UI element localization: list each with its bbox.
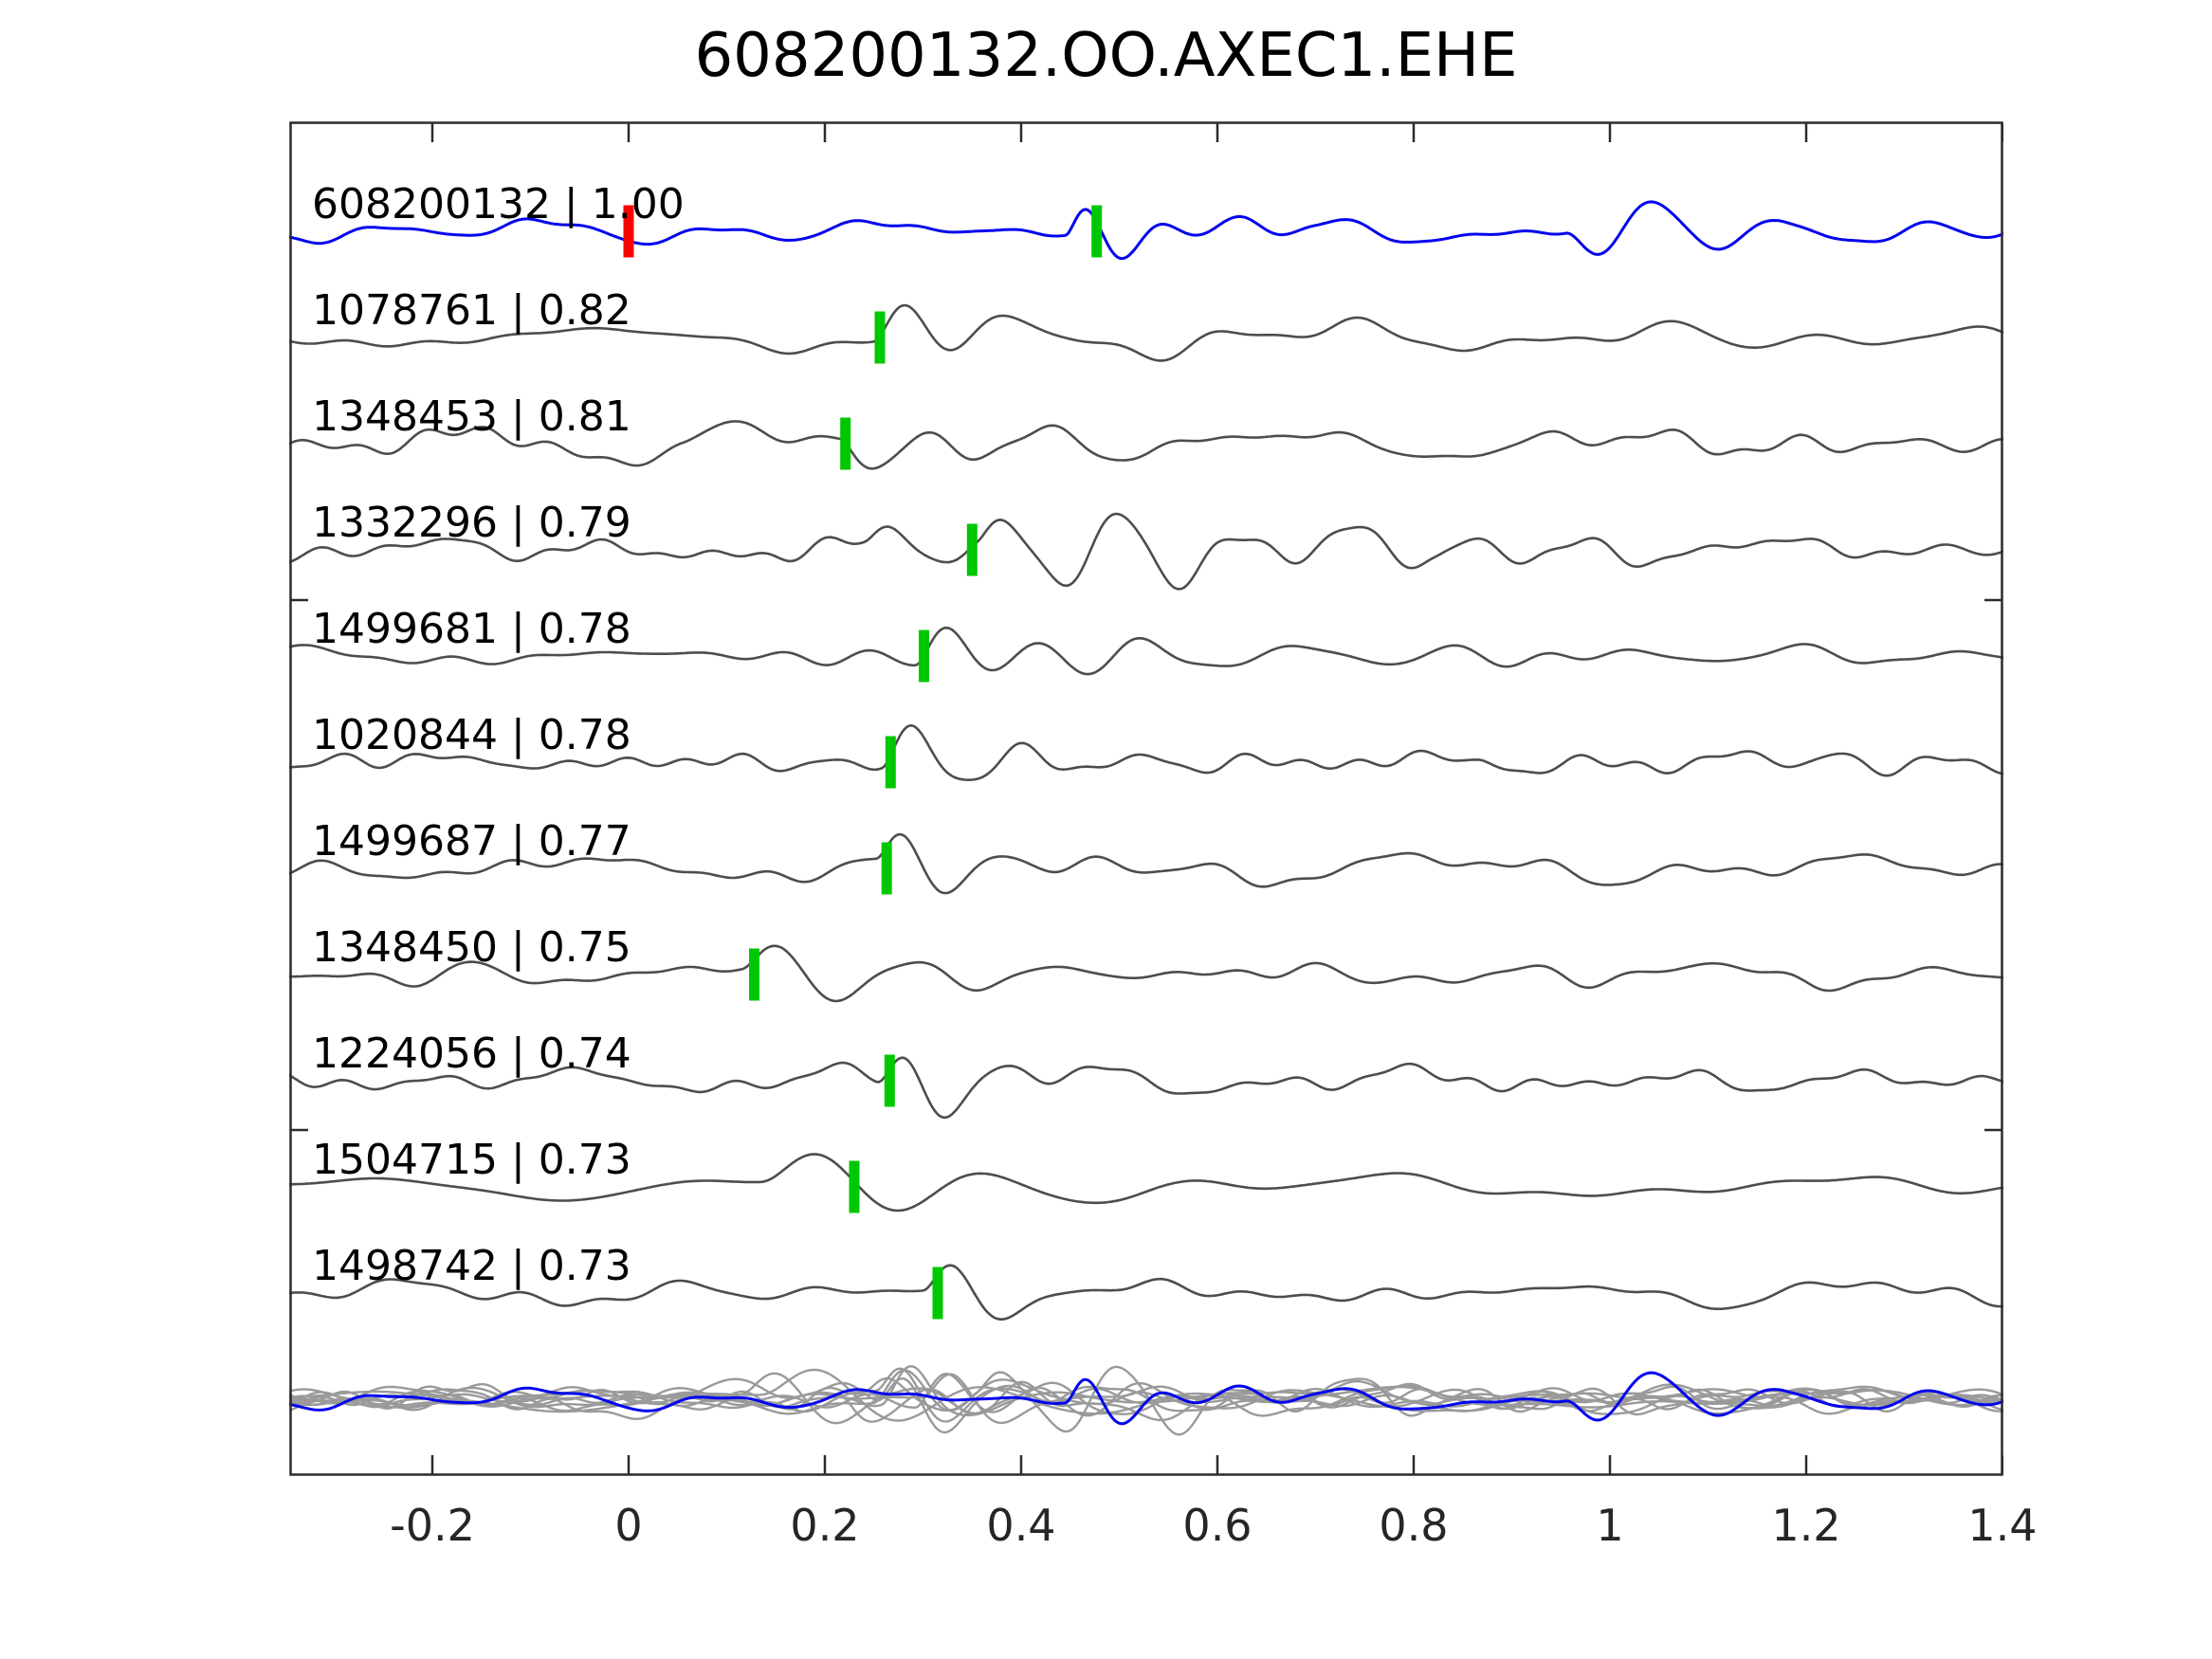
trace-label-1348453: 1348453 | 0.81 [312,392,631,441]
figure-title: 608200132.OO.AXEC1.EHE [694,21,1518,91]
pick-marker-1498742 [932,1267,943,1320]
x-tick-label-2: 0.2 [790,1500,860,1551]
trace-label-1224056: 1224056 | 0.74 [312,1030,631,1078]
pick-marker-1504715 [849,1160,860,1213]
x-tick-label-3: 0.4 [986,1500,1056,1551]
x-tick-label-4: 0.6 [1182,1500,1252,1551]
pick-marker-608200132 [1091,205,1103,258]
trace-label-608200132: 608200132 | 1.00 [312,180,685,228]
trace-label-1498742: 1498742 | 0.73 [312,1242,631,1290]
trace-label-1348450: 1348450 | 0.75 [312,923,631,972]
trace-label-1504715: 1504715 | 0.73 [312,1136,631,1184]
trace-label-1499681: 1499681 | 0.78 [312,605,631,653]
x-tick-label-0: -0.2 [390,1500,475,1551]
x-tick-label-1: 0 [614,1500,643,1551]
pick-marker-1348450 [749,948,759,1001]
pick-marker-1020844 [885,736,896,789]
x-tick-label-5: 0.8 [1379,1500,1449,1551]
x-tick-label-6: 1 [1596,1500,1624,1551]
trace-label-1020844: 1020844 | 0.78 [312,711,631,759]
pick-marker-1499681 [919,629,929,683]
x-tick-label-8: 1.4 [1967,1500,2038,1551]
pick-marker-1224056 [884,1054,895,1107]
trace-label-1332296: 1332296 | 0.79 [312,499,631,547]
x-tick-label-7: 1.2 [1771,1500,1841,1551]
pick-marker-1078761 [874,311,886,364]
pick-marker-1499687 [881,842,892,895]
pick-marker-1332296 [966,523,978,576]
pick-marker-1348453 [840,417,851,470]
trace-label-1499687: 1499687 | 0.77 [312,817,631,866]
trace-label-1078761: 1078761 | 0.82 [312,286,631,335]
plot-area: 608200132 | 1.00 1078761 | 0.82 1348453 … [289,121,2003,1476]
